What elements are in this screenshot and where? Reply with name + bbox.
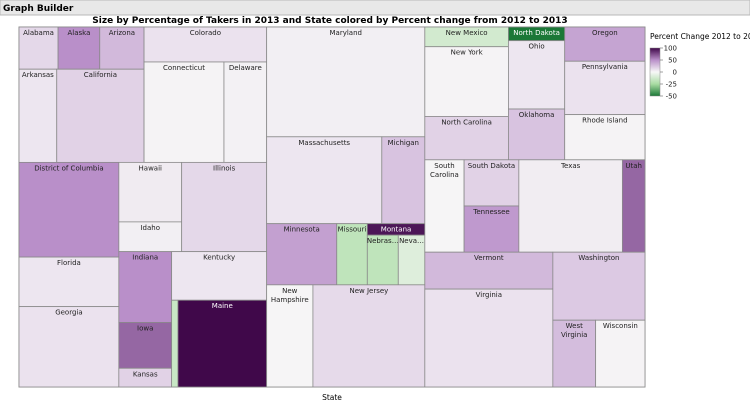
tile-label: Minnesota — [284, 226, 320, 234]
tile-label: Georgia — [55, 309, 82, 317]
tile-label: California — [84, 71, 117, 79]
tile — [381, 136, 426, 225]
tile — [336, 223, 368, 286]
tile-label: Tennessee — [472, 208, 509, 216]
tile — [397, 234, 426, 286]
tile — [18, 256, 120, 308]
tile — [18, 161, 120, 258]
tile-label: Maine — [212, 302, 233, 310]
legend-title: Percent Change 2012 to 2013 — [650, 32, 750, 41]
tile-label: Illinois — [213, 164, 236, 172]
tile-label: Washington — [578, 254, 619, 262]
tile — [18, 26, 59, 70]
tile-label: Arkansas — [22, 71, 54, 79]
tile-label: Oregon — [592, 29, 618, 37]
tile — [564, 26, 646, 62]
tile-label: Nebras… — [367, 237, 399, 245]
header-title: Graph Builder — [3, 4, 74, 14]
tile-label: Kansas — [133, 370, 158, 378]
tile — [177, 299, 268, 388]
tile-label: New Jersey — [349, 287, 388, 295]
tile — [171, 299, 179, 388]
tile-label: Utah — [625, 162, 642, 170]
tile-label: Indiana — [132, 254, 158, 262]
tile-label: Missouri — [338, 226, 367, 234]
tile — [595, 319, 646, 388]
tile-label: South Carolina — [430, 162, 459, 179]
tile-label: Maryland — [330, 29, 362, 37]
tile — [552, 319, 597, 388]
tile — [463, 159, 520, 207]
tile-label: Connecticut — [163, 64, 205, 72]
tile-label: Michigan — [388, 139, 419, 147]
tile-label: Oklahoma — [519, 111, 555, 119]
tile — [266, 26, 426, 138]
tile — [118, 251, 173, 323]
tile — [621, 159, 646, 253]
tile — [312, 284, 426, 388]
legend: 100 50 0 -25 -50 — [649, 45, 677, 101]
tile-label: District of Columbia — [34, 164, 103, 172]
tile-label: Colorado — [190, 29, 221, 37]
tile-label: Arizona — [109, 29, 135, 37]
tile — [171, 251, 268, 301]
tile-label: Rhode Island — [582, 117, 627, 125]
tile — [564, 60, 646, 116]
tile — [266, 284, 314, 388]
tile-label: Wisconsin — [603, 322, 638, 330]
tile-label: Florida — [57, 259, 81, 267]
tile-label: Montana — [381, 226, 412, 234]
tile-label: Virginia — [476, 291, 502, 299]
tile-label: North Carolina — [441, 118, 492, 126]
header-bar — [0, 0, 750, 16]
chart-title: Size by Percentage of Takers in 2013 and… — [92, 16, 567, 26]
tile-label: Kentucky — [203, 254, 235, 262]
tile-label: South Dakota — [468, 162, 515, 170]
tile-label: New York — [451, 49, 484, 57]
tile-label: New Hampshire — [271, 287, 309, 304]
legend-tick-label: 50 — [668, 57, 677, 65]
tile-label: Delaware — [229, 64, 262, 72]
tile-label: Iowa — [137, 324, 153, 332]
tile — [266, 136, 383, 225]
tile — [118, 221, 183, 253]
tile — [56, 68, 145, 163]
tile — [552, 251, 646, 321]
tile — [508, 40, 566, 110]
tile — [181, 161, 268, 253]
tile-label: North Dakota — [513, 29, 560, 37]
tile-label: West Virginia — [561, 322, 587, 339]
tile-label: New Mexico — [446, 29, 488, 37]
tile — [424, 46, 509, 117]
tile — [18, 68, 58, 163]
legend-gradient — [649, 47, 661, 97]
tile — [424, 288, 554, 388]
x-axis-label: State — [322, 393, 342, 402]
tile — [564, 114, 646, 161]
tile — [143, 61, 225, 163]
legend-tick-label: -50 — [666, 93, 677, 101]
tile-label: Alaska — [67, 29, 90, 37]
tile-label: Vermont — [474, 254, 504, 262]
tile — [57, 26, 101, 70]
tile — [424, 159, 465, 253]
tile-label: Ohio — [528, 43, 544, 51]
tile — [518, 159, 623, 253]
tile-label: Massachusetts — [298, 139, 350, 147]
tile-label: Idaho — [140, 224, 160, 232]
tile — [18, 306, 120, 388]
legend-tick-label: 100 — [664, 45, 677, 53]
tile — [223, 61, 268, 163]
legend-tick-label: 0 — [673, 69, 677, 77]
tile-label: Neva… — [399, 237, 424, 245]
tiles: Alabama Alaska Arizona Arkansas California Co… — [18, 26, 646, 388]
tile-label: Hawaii — [139, 164, 163, 172]
tile-label: Pennsylvania — [582, 63, 628, 71]
tile-label: Texas — [560, 162, 581, 170]
legend-tick-label: -25 — [666, 81, 677, 89]
tile-label: Alabama — [23, 29, 54, 37]
